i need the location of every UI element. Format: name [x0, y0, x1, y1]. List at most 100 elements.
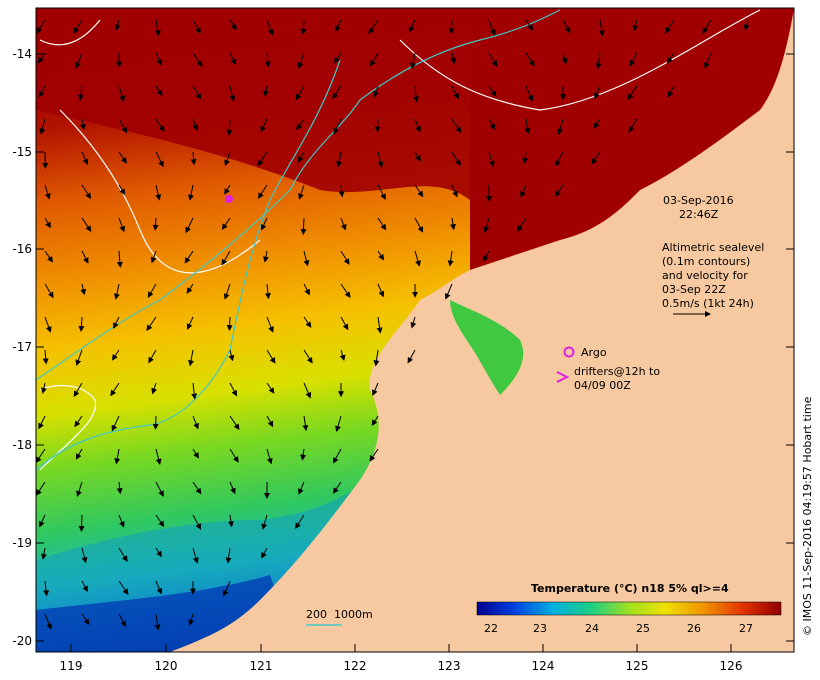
velocity-arrow — [118, 151, 127, 164]
velocity-arrow — [186, 283, 194, 294]
velocity-arrow — [266, 382, 275, 394]
velocity-arrow — [667, 85, 675, 98]
velocity-arrow — [297, 52, 305, 69]
velocity-arrow — [262, 250, 269, 263]
velocity-arrow — [520, 184, 527, 198]
velocity-arrow — [154, 19, 161, 37]
velocity-arrow — [184, 250, 194, 264]
velocity-arrow — [374, 118, 381, 133]
velocity-arrow — [226, 316, 233, 332]
velocity-arrow — [75, 448, 83, 460]
date-line-2: 22:46Z — [679, 208, 719, 221]
velocity-arrow — [333, 118, 342, 135]
colorbar-tick-label: 22 — [484, 622, 498, 635]
velocity-arrow — [562, 19, 571, 34]
velocity-arrow — [186, 316, 194, 330]
velocity-arrow — [303, 250, 310, 267]
velocity-arrow — [191, 382, 198, 400]
velocity-arrow — [118, 118, 128, 134]
sealevel-contour — [39, 384, 97, 471]
velocity-arrow — [488, 118, 496, 131]
velocity-arrow — [414, 217, 424, 233]
info-line: Altimetric sealevel — [662, 241, 764, 254]
velocity-arrow — [222, 580, 231, 597]
velocity-arrow — [264, 283, 271, 300]
velocity-arrow — [296, 118, 305, 131]
lat-tick-label: -15 — [12, 145, 32, 159]
velocity-arrow — [114, 448, 121, 465]
velocity-arrow — [148, 349, 157, 364]
velocity-arrow — [554, 184, 564, 197]
velocity-arrow — [224, 184, 231, 195]
velocity-arrow — [147, 283, 157, 298]
velocity-arrow — [451, 85, 459, 100]
lat-tick-label: -17 — [12, 340, 32, 354]
velocity-arrow — [451, 184, 458, 198]
velocity-arrow — [81, 250, 89, 264]
velocity-arrow — [266, 349, 276, 364]
velocity-arrow — [188, 349, 194, 367]
velocity-arrow — [407, 349, 416, 364]
velocity-arrow — [303, 349, 313, 364]
lon-tick-label: 124 — [532, 659, 555, 673]
velocity-arrow — [152, 217, 159, 231]
velocity-arrow — [155, 481, 164, 497]
lat-tick-label: -20 — [12, 634, 32, 648]
info-line: 03-Sep 22Z — [662, 283, 726, 296]
velocity-arrow — [229, 85, 236, 102]
velocity-arrow — [302, 415, 309, 432]
velocity-arrow — [75, 52, 83, 69]
velocity-arrow — [340, 316, 349, 331]
velocity-arrow — [192, 547, 199, 564]
velocity-arrow — [665, 19, 675, 34]
colorbar-tick-label: 26 — [687, 622, 701, 635]
velocity-arrow — [257, 151, 268, 167]
velocity-arrow — [335, 415, 342, 432]
velocity-arrow — [377, 283, 385, 298]
velocity-arrow — [155, 118, 165, 132]
velocity-arrow — [414, 118, 421, 133]
colorbar-tick-label: 24 — [585, 622, 599, 635]
velocity-arrow — [595, 52, 602, 70]
latitude-axis: -14 -15 -16 -17 -18 -19 -20 — [12, 47, 794, 648]
velocity-arrow — [449, 217, 456, 231]
velocity-arrow — [297, 151, 305, 163]
lon-tick-label: 122 — [344, 659, 367, 673]
velocity-arrow — [628, 118, 638, 133]
colorbar-tick-label: 25 — [636, 622, 650, 635]
velocity-arrow — [629, 52, 638, 67]
velocity-arrow — [192, 85, 202, 100]
argo-legend-label: Argo — [581, 346, 607, 359]
velocity-arrow — [340, 217, 347, 231]
lon-tick-label: 120 — [155, 659, 178, 673]
velocity-arrow — [81, 151, 89, 166]
velocity-arrow — [334, 52, 342, 64]
velocity-arrow — [76, 481, 83, 497]
velocity-arrow — [300, 217, 307, 235]
velocity-arrow — [373, 349, 380, 367]
velocity-arrow — [42, 349, 49, 365]
velocity-arrow — [36, 481, 46, 496]
velocity-arrow — [373, 85, 379, 98]
info-line: (0.1m contours) — [662, 255, 750, 268]
velocity-arrow — [260, 217, 268, 231]
velocity-arrow — [38, 415, 46, 430]
velocity-arrow — [488, 151, 495, 168]
lon-tick-label: 125 — [626, 659, 649, 673]
velocity-arrow — [113, 283, 120, 300]
lat-tick-label: -14 — [12, 47, 32, 61]
velocity-arrow — [444, 283, 453, 300]
velocity-arrow — [40, 382, 47, 394]
velocity-arrow — [77, 85, 84, 101]
colorbar-ticks: 22 23 24 25 26 27 — [484, 622, 753, 635]
velocity-arrow — [116, 481, 123, 495]
velocity-arrow — [225, 547, 232, 564]
velocity-arrow — [79, 118, 86, 131]
velocity-arrow — [223, 283, 231, 300]
velocity-arrow — [303, 316, 312, 328]
velocity-arrow — [414, 250, 421, 267]
velocity-arrow — [36, 19, 46, 34]
velocity-arrow — [39, 118, 46, 135]
king-sound — [450, 300, 524, 395]
velocity-arrow — [338, 184, 345, 198]
